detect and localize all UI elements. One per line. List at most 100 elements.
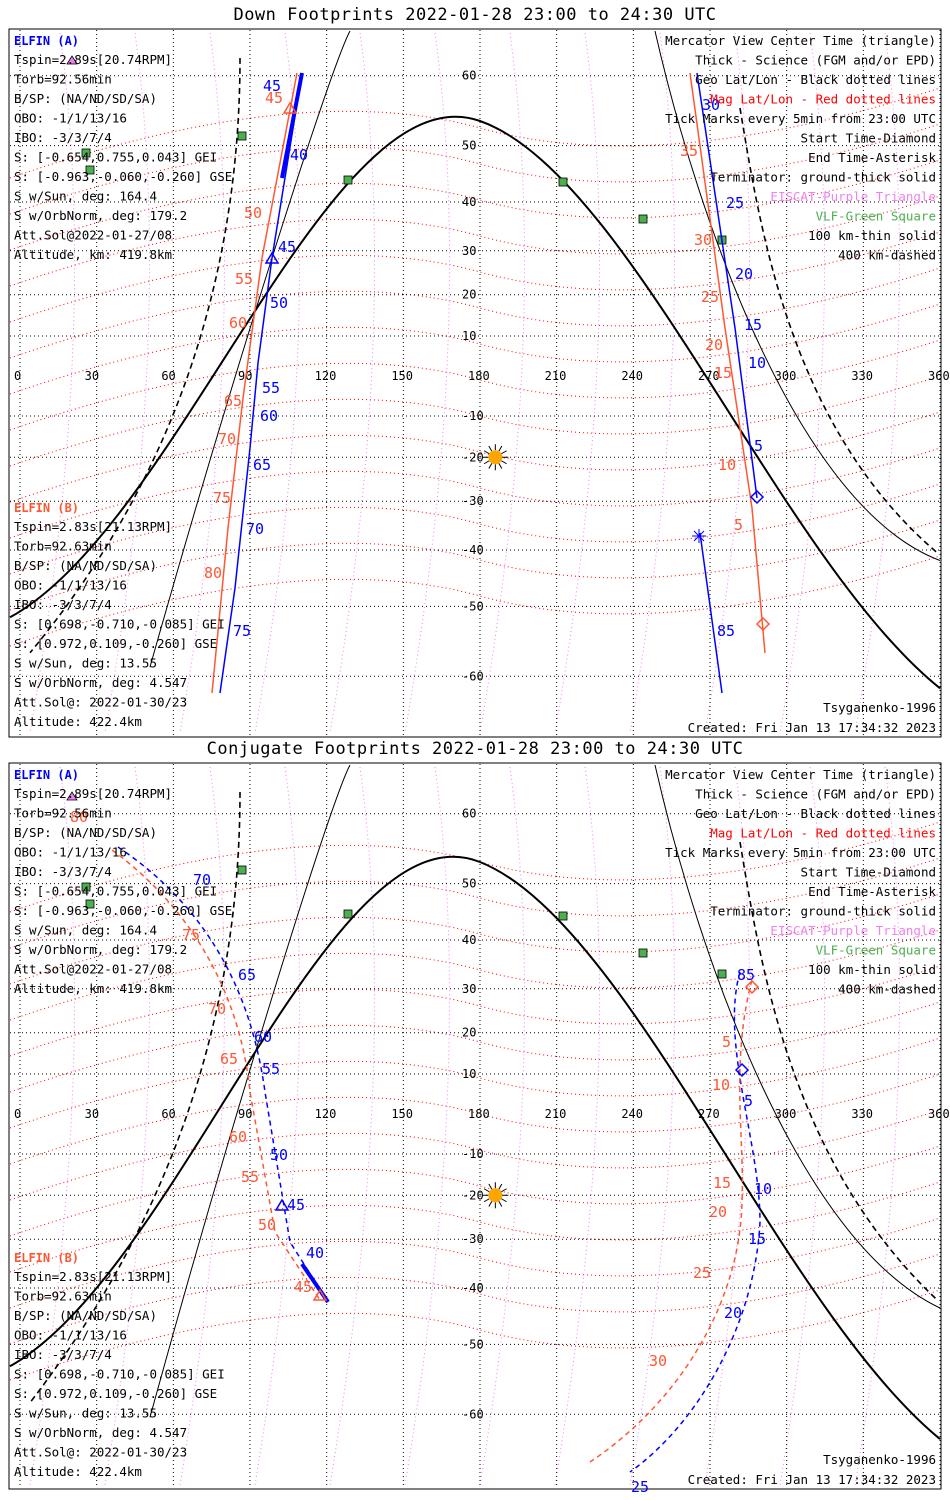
elfin-a-track (219, 72, 303, 694)
mag-lat-line (9, 483, 941, 575)
mag-lat-line (9, 893, 941, 985)
legend-entry: Geo Lat/Lon - Black dotted lines (695, 72, 936, 87)
vlf-square-marker (343, 909, 353, 919)
vlf-square-marker (237, 865, 247, 875)
elfin-b-info-line: Att.Sol@: 2022-01-30/23 (14, 1445, 187, 1460)
elfin-a-tick-label: 30 (702, 96, 720, 114)
lon-tick-label: 90 (238, 1107, 252, 1121)
elfin-b-tick-label: 45 (265, 89, 283, 107)
elfin-a-header: ELFIN (A) (14, 34, 79, 48)
legend-entry: Mag Lat/Lon - Red dotted lines (710, 92, 936, 107)
elfin-a-tick-label: 20 (735, 265, 753, 283)
elfin-a-tick-label: 10 (754, 1180, 772, 1198)
elfin-b-info-line: Altitude: 422.4km (14, 1464, 142, 1479)
elfin-a-tick-label: 55 (262, 1060, 280, 1078)
elfin-b-tick-label: 55 (241, 1168, 259, 1186)
lon-tick-label: 30 (85, 1107, 99, 1121)
elfin-b-tick-label: 15 (713, 1174, 731, 1192)
elfin-b-info-line: S w/OrbNorm, deg: 4.547 (14, 675, 187, 690)
lat-tick-label: 10 (462, 1067, 476, 1081)
triangle-marker (274, 1198, 290, 1211)
elfin-a-info-line: S: [-0.654,0.755,0.043] GEI (14, 884, 217, 899)
diamond-marker (755, 616, 771, 632)
elfin-a-info-line: Torb=92.56min (14, 72, 112, 87)
footprint-100km-line (654, 764, 941, 1309)
legend-entry: EISCAT-Purple Triangle (770, 189, 936, 204)
elfin-a-info-line: B/SP: (NA/ND/SD/SA) (14, 91, 157, 106)
elfin-b-tick-label: 70 (208, 1000, 226, 1018)
elfin-b-info-line: Tspin=2.83s[21.13RPM] (14, 519, 172, 534)
lat-tick-label: -50 (462, 599, 484, 613)
elfin-b-track (211, 72, 298, 694)
legend-entry: Geo Lat/Lon - Black dotted lines (695, 806, 936, 821)
legend-entry: Mag Lat/Lon - Red dotted lines (710, 826, 936, 841)
mag-lat-line (9, 447, 941, 539)
elfin-b-tick-label: 65 (224, 392, 242, 410)
lat-tick-label: -50 (462, 1337, 484, 1351)
mag-lat-line (9, 375, 941, 467)
lat-tick-label: -20 (462, 1188, 484, 1202)
elfin-b-info-line: S w/Sun, deg: 13.55 (14, 1406, 157, 1421)
elfin-b-info-line: S: [0.972,0.109,-0.260] GSE (14, 1386, 217, 1401)
mag-lat-line (9, 1217, 941, 1309)
elfin-a-tick-label: 65 (238, 966, 256, 984)
legend-entry: Mercator View Center Time (triangle) (665, 767, 936, 782)
model-label: Tsyganenko-1996 (823, 700, 936, 715)
lat-tick-label: -40 (462, 543, 484, 557)
triangle-marker (312, 1288, 328, 1301)
elfin-b-tick-label: 45 (294, 1278, 312, 1296)
lat-tick-label: -40 (462, 1281, 484, 1295)
footprint-100km-line (654, 30, 941, 561)
mag-lat-line (9, 303, 941, 395)
elfin-b-info-line: B/SP: (NA/ND/SD/SA) (14, 1308, 157, 1323)
lon-tick-label: 240 (621, 369, 643, 383)
vlf-square-marker (558, 177, 568, 187)
elfin-a-tick-label: 15 (744, 316, 762, 334)
mag-lat-line (9, 195, 941, 287)
lat-tick-label: 30 (462, 982, 476, 996)
lat-tick-label: 60 (462, 807, 476, 821)
footprint-400km-line (739, 107, 939, 555)
lat-tick-label: -20 (462, 450, 484, 464)
mag-lat-line (9, 555, 941, 647)
lon-tick-label: 0 (14, 1107, 21, 1121)
elfin-b-tick-label: 10 (712, 1076, 730, 1094)
elfin-b-tick-label: 75 (182, 926, 200, 944)
legend-entry: Tick Marks every 5min from 23:00 UTC (665, 111, 936, 126)
mag-lat-line (9, 965, 941, 1057)
mag-lat-line (9, 1145, 941, 1237)
elfin-a-tick-label: 25 (726, 194, 744, 212)
lat-tick-label: 30 (462, 244, 476, 258)
elfin-a-tick-label: 60 (260, 407, 278, 425)
elfin-b-track (689, 72, 766, 654)
mag-lat-line (9, 821, 941, 913)
elfin-b-info-line: Altitude: 422.4km (14, 714, 142, 729)
elfin-a-tick-label: 45 (263, 77, 281, 95)
elfin-a-tick-label: 50 (270, 294, 288, 312)
elfin-a-info-line: S w/OrbNorm, deg: 179.2 (14, 942, 187, 957)
terminator-line (9, 855, 941, 1440)
panel-title: Conjugate Footprints 2022-01-28 23:00 to… (206, 739, 744, 759)
terminator-line (9, 116, 941, 690)
elfin-b-tick-label: 25 (701, 288, 719, 306)
legend-entry: Start Time-Diamond (801, 865, 936, 880)
mag-lat-line (9, 1109, 941, 1201)
mag-lat-line (9, 231, 941, 323)
created-timestamp: Created: Fri Jan 13 17:34:32 2023 (688, 1472, 936, 1487)
mag-lat-line (9, 1037, 941, 1129)
elfin-b-tick-label: 65 (220, 1050, 238, 1068)
elfin-a-track (629, 971, 761, 1473)
lon-tick-label: 120 (315, 1107, 337, 1121)
lat-tick-label: -60 (462, 669, 484, 683)
vlf-square-marker (558, 911, 568, 921)
vlf-square-marker (638, 214, 648, 224)
lon-tick-label: 300 (775, 1107, 797, 1121)
lon-tick-label: 60 (161, 1107, 175, 1121)
triangle-marker (264, 251, 280, 264)
lat-tick-label: 10 (462, 329, 476, 343)
elfin-a-info-line: IBO: -3/3/7/4 (14, 130, 112, 145)
elfin-b-tick-label: 30 (694, 231, 712, 249)
lon-tick-label: 150 (391, 1107, 413, 1121)
elfin-b-info-line: Tspin=2.83s[21.13RPM] (14, 1269, 172, 1284)
elfin-b-info-line: S w/OrbNorm, deg: 4.547 (14, 1425, 187, 1440)
